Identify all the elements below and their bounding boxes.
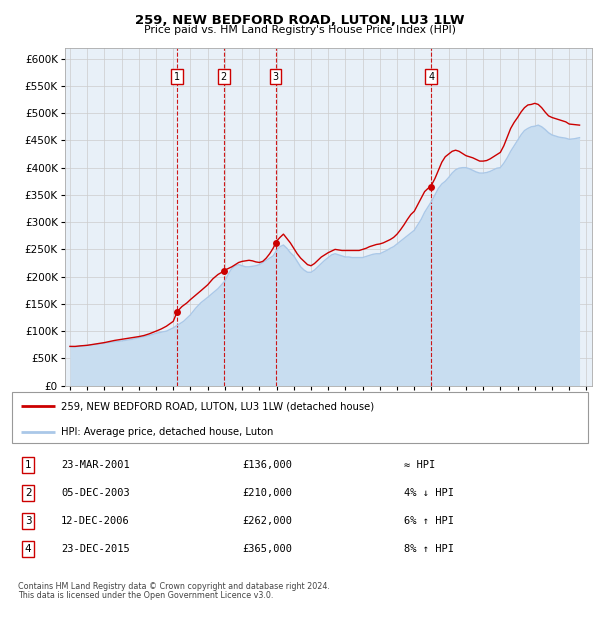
Text: 4: 4 [25,544,31,554]
Text: 259, NEW BEDFORD ROAD, LUTON, LU3 1LW: 259, NEW BEDFORD ROAD, LUTON, LU3 1LW [135,14,465,27]
FancyBboxPatch shape [12,392,588,443]
Text: 8% ↑ HPI: 8% ↑ HPI [404,544,454,554]
Text: 23-DEC-2015: 23-DEC-2015 [61,544,130,554]
Text: 4: 4 [428,72,434,82]
Text: ≈ HPI: ≈ HPI [404,460,435,470]
Text: £365,000: £365,000 [242,544,292,554]
Text: 6% ↑ HPI: 6% ↑ HPI [404,516,454,526]
Text: Price paid vs. HM Land Registry's House Price Index (HPI): Price paid vs. HM Land Registry's House … [144,25,456,35]
Text: 12-DEC-2006: 12-DEC-2006 [61,516,130,526]
Text: £210,000: £210,000 [242,488,292,498]
Text: £262,000: £262,000 [242,516,292,526]
Text: 4% ↓ HPI: 4% ↓ HPI [404,488,454,498]
Text: HPI: Average price, detached house, Luton: HPI: Average price, detached house, Luto… [61,427,274,436]
Text: 1: 1 [174,72,180,82]
Text: This data is licensed under the Open Government Licence v3.0.: This data is licensed under the Open Gov… [18,591,274,600]
Text: 2: 2 [221,72,227,82]
Text: £136,000: £136,000 [242,460,292,470]
Text: 2: 2 [25,488,31,498]
Text: Contains HM Land Registry data © Crown copyright and database right 2024.: Contains HM Land Registry data © Crown c… [18,582,330,591]
Text: 1: 1 [25,460,31,470]
Text: 3: 3 [25,516,31,526]
Text: 23-MAR-2001: 23-MAR-2001 [61,460,130,470]
Text: 259, NEW BEDFORD ROAD, LUTON, LU3 1LW (detached house): 259, NEW BEDFORD ROAD, LUTON, LU3 1LW (d… [61,401,374,411]
Text: 3: 3 [272,72,279,82]
Text: 05-DEC-2003: 05-DEC-2003 [61,488,130,498]
